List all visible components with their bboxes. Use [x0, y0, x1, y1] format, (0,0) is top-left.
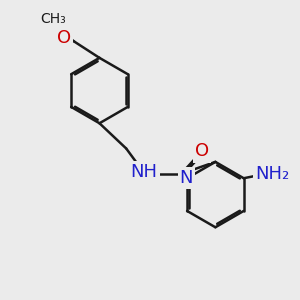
- Text: NH: NH: [130, 163, 158, 181]
- Text: O: O: [57, 29, 71, 47]
- Text: N: N: [180, 169, 193, 187]
- Text: NH₂: NH₂: [255, 165, 289, 183]
- Text: O: O: [195, 142, 209, 160]
- Text: CH₃: CH₃: [40, 12, 66, 26]
